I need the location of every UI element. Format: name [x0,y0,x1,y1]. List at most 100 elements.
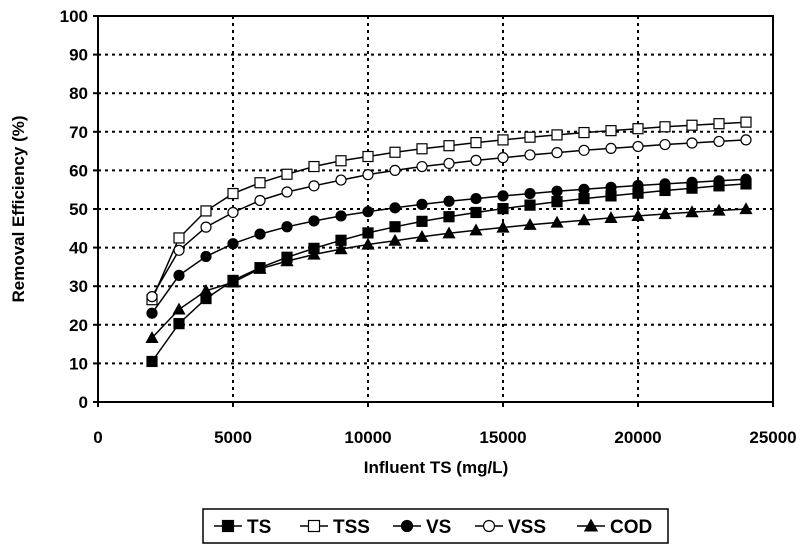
data-point-vss [389,164,401,176]
y-tick-label: 100 [60,7,88,26]
data-point-vss [443,157,455,170]
y-tick-label: 60 [69,161,88,180]
legend-marker-vs [400,519,414,533]
data-point-vss [470,154,482,166]
x-axis-title: Influent TS (mg/L) [364,458,508,477]
data-point-cod [523,218,537,230]
data-point-tss [389,146,401,158]
data-point-vss [281,186,293,198]
y-tick-label: 80 [69,84,88,103]
legend-item-ts: TS [214,517,271,538]
data-point-ts [173,318,185,330]
data-point-tss [605,125,617,137]
data-point-vss [713,135,725,148]
data-point-cod [361,237,375,250]
legend-label-vs: VS [426,517,451,538]
legend-label-cod: COD [610,517,652,538]
x-tick-label: 0 [93,428,102,447]
data-point-cod [199,284,213,296]
data-point-vs [659,178,671,190]
legend-item-tss: TSS [300,517,370,538]
data-point-vs [362,206,374,218]
legend-marker-vss [482,519,496,533]
x-tick-label: 25000 [749,428,796,447]
data-point-ts [497,203,509,215]
legend-marker-cod [583,518,599,532]
data-point-cod [685,205,699,218]
data-point-cod [631,209,645,222]
data-point-vs [470,192,482,205]
data-point-tss [470,137,482,149]
data-point-vss [740,134,752,146]
legend-marker-tss [307,519,321,533]
data-point-tss [659,121,671,133]
data-point-cod [172,302,186,315]
data-point-vs [335,210,347,222]
data-point-cod [550,215,564,228]
data-point-ts [578,192,590,205]
data-point-ts [362,227,374,239]
legend: TS TSS VS VSS COD [214,517,652,538]
data-point-vss [551,147,563,159]
data-point-vs [497,190,509,202]
data-point-vs [632,179,644,192]
data-point-cod [658,207,672,220]
data-point-vs [146,307,158,319]
data-point-ts [524,199,536,211]
data-point-vss [254,194,266,207]
data-point-vs [389,202,401,214]
data-point-tss [443,140,455,152]
legend-label-tss: TSS [333,517,370,538]
data-point-tss [497,134,509,146]
data-point-cod [604,211,618,223]
legend-item-vs: VS [393,517,451,538]
data-point-tss [713,118,725,130]
data-point-vs [308,215,320,227]
data-point-vs [227,238,239,250]
data-point-vs [200,250,212,263]
data-point-cod [712,203,726,216]
axes: 0 10 20 30 40 50 60 70 80 90 100 0 5000 10000 15000 200… [60,7,797,447]
y-tick-label: 50 [69,200,88,219]
legend-label-vss: VSS [508,517,546,538]
data-point-tss [227,187,239,200]
data-point-tss [254,177,266,189]
y-tick-label: 0 [79,393,88,412]
data-point-vs [443,195,455,207]
data-point-cod [388,233,402,246]
data-point-cod [577,213,591,226]
data-point-tss [551,129,563,141]
data-point-tss [173,232,185,244]
data-point-tss [200,205,212,217]
data-point-vs [551,185,563,197]
data-point-tss [740,116,752,128]
series-vs [146,173,752,319]
data-point-tss [632,123,644,135]
data-point-cod [739,202,753,215]
legend-marker-ts [221,519,235,533]
data-point-cod [145,331,159,344]
legend-item-cod: COD [577,517,652,538]
data-point-vss [200,221,212,233]
data-point-vss [659,138,671,151]
data-point-vss [632,140,644,153]
data-point-vs [416,198,428,210]
x-tick-label: 10000 [344,428,391,447]
data-point-vss [497,152,509,164]
data-point-tss [524,131,536,143]
data-point-tss [416,143,428,155]
data-point-ts [470,206,482,219]
data-point-vss [335,174,347,186]
data-point-vss [173,244,185,256]
legend-label-ts: TS [247,517,271,538]
data-point-vs [713,175,725,187]
data-point-vs [281,221,293,233]
data-point-ts [146,355,158,368]
data-point-vss [605,142,617,154]
data-point-vss [578,144,590,156]
x-tick-label: 20000 [614,428,661,447]
data-point-vs [524,187,536,200]
data-point-cod [307,247,321,260]
y-tick-label: 70 [69,123,88,142]
